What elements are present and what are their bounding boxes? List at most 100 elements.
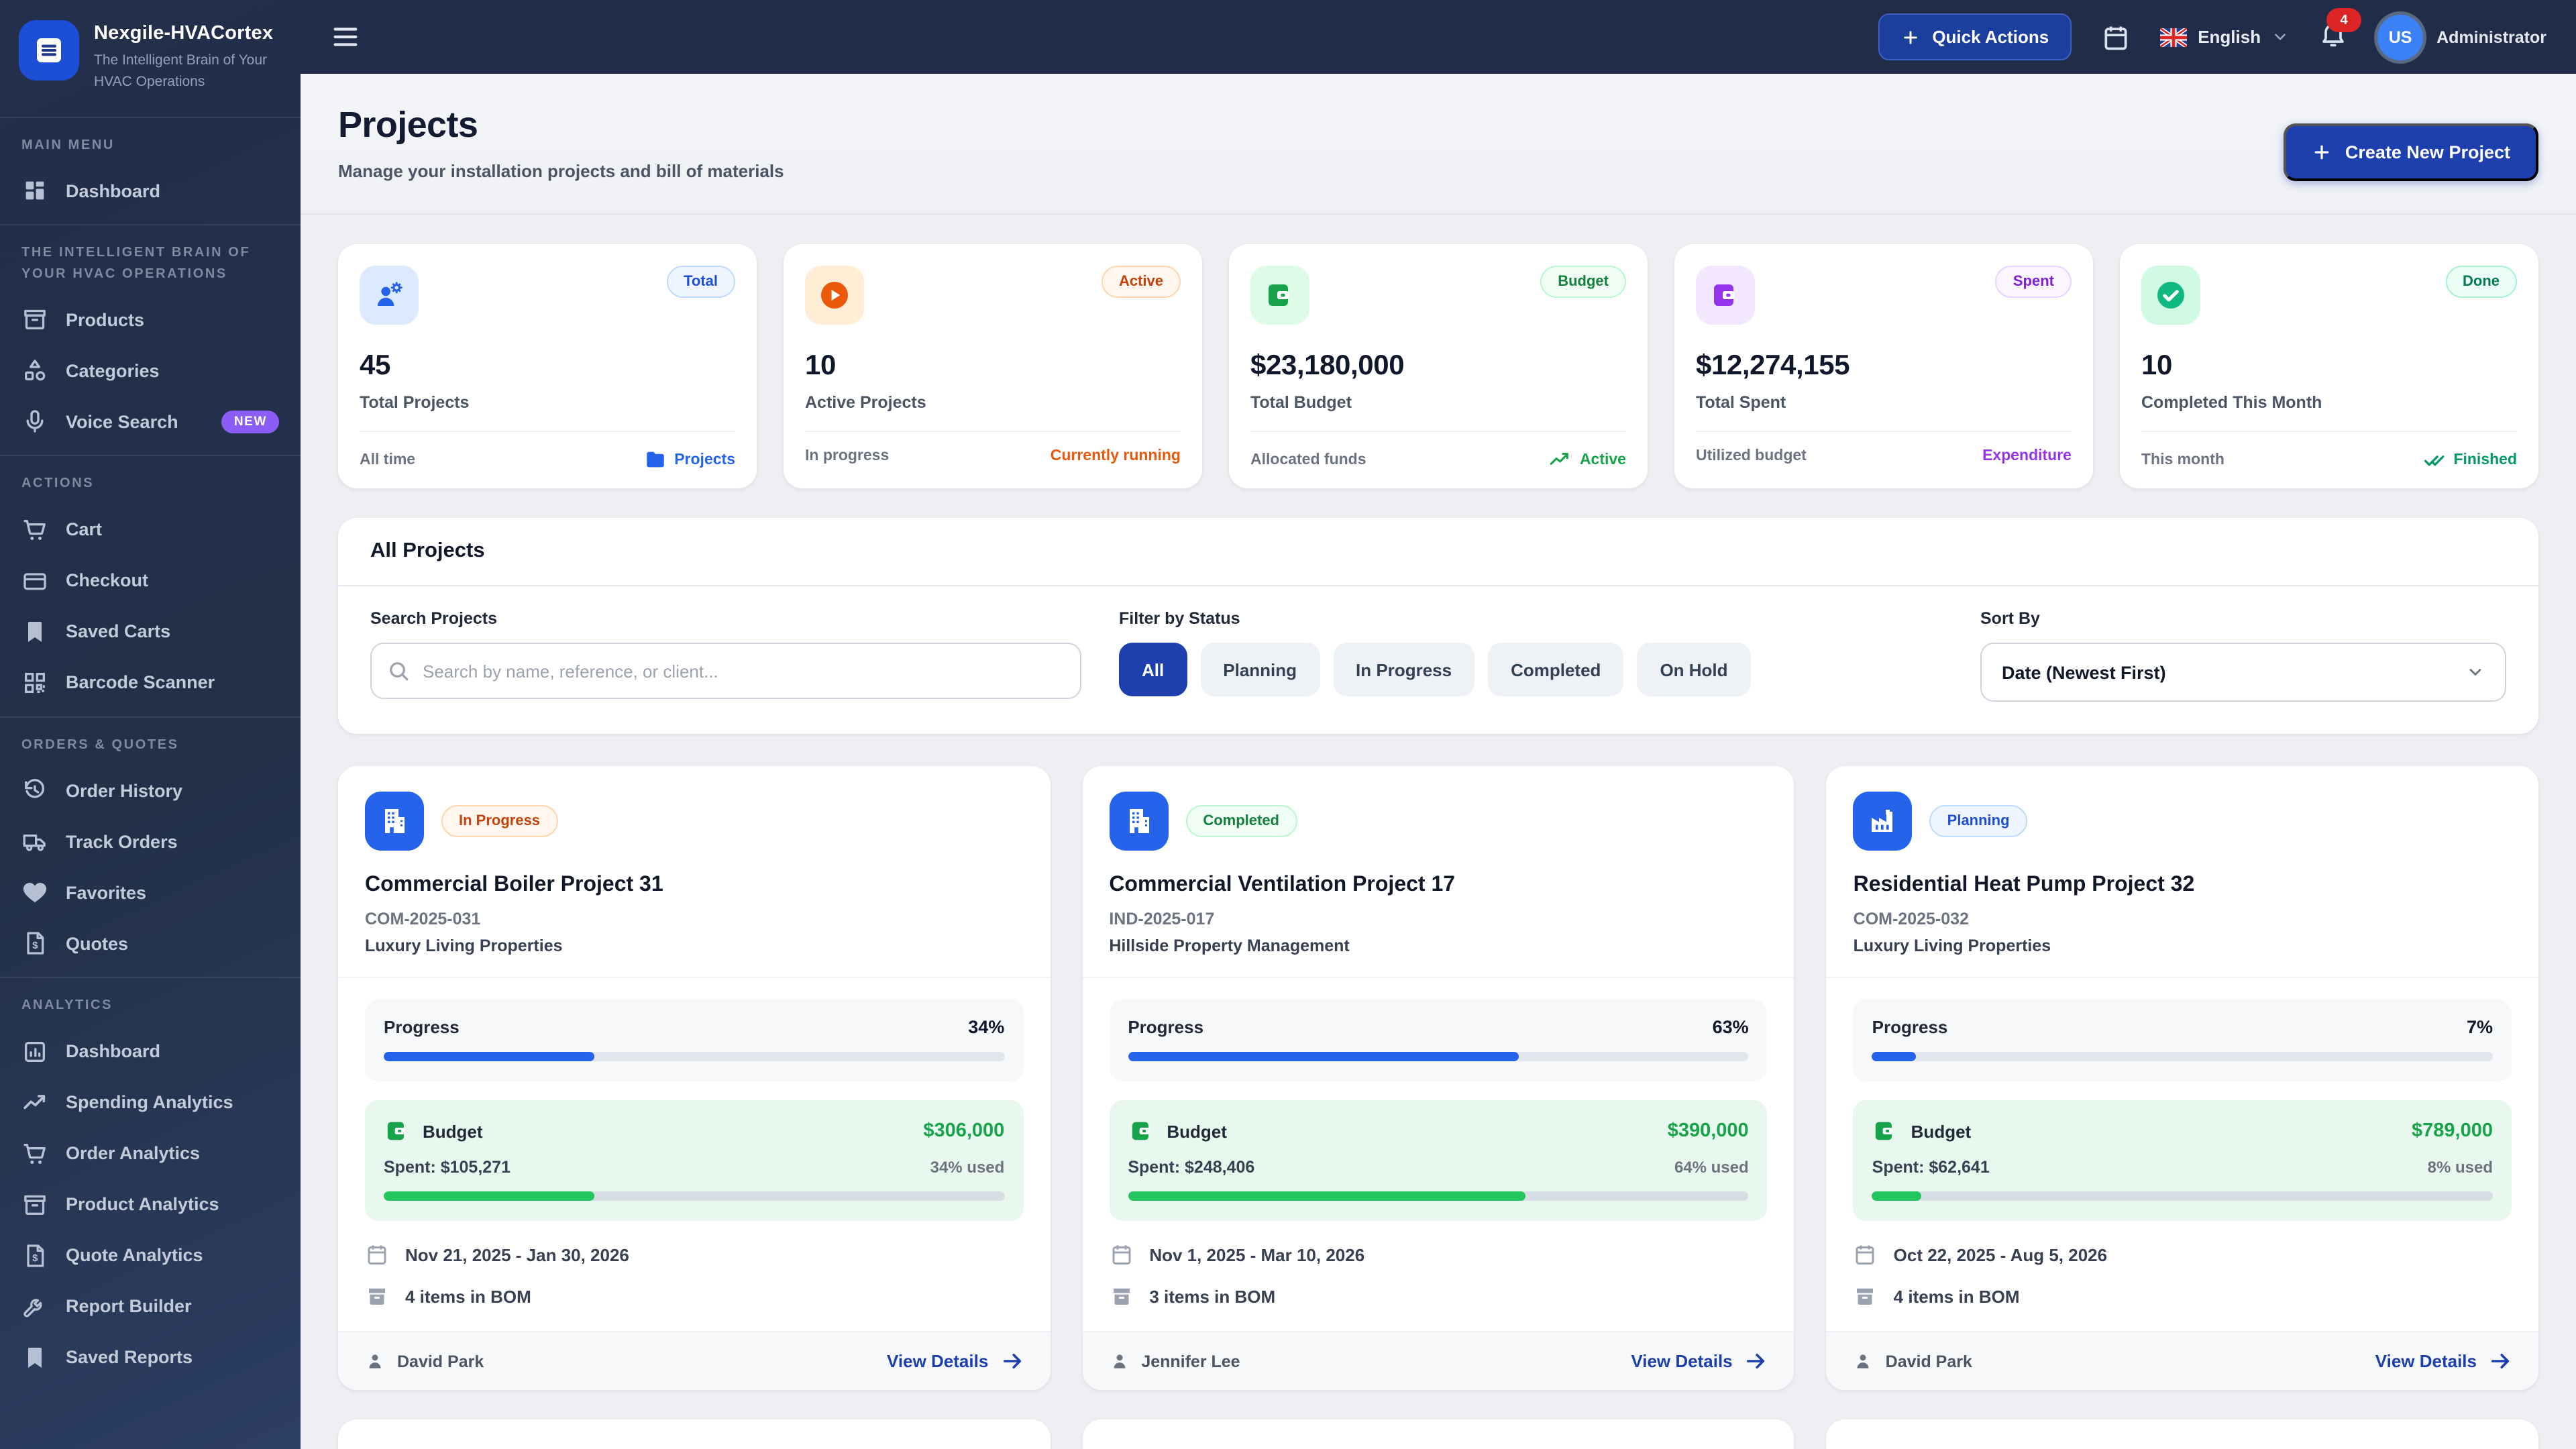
budget-section: Budget $789,000 Spent: $62,641 8% used <box>1853 1100 2512 1221</box>
budget-bar <box>1128 1191 1749 1201</box>
stat-label: Total Budget <box>1250 393 1352 412</box>
projects-grid: In Progress Commercial Boiler Project 31 C… <box>301 734 2576 1390</box>
file-dollar-icon: $ <box>21 1242 48 1269</box>
sidebar-item-label: Saved Carts <box>66 621 171 641</box>
arrow-right-icon <box>1000 1350 1023 1373</box>
sidebar-item-label: Favorites <box>66 882 147 902</box>
stat-value: 45 <box>360 350 390 381</box>
view-details-link[interactable]: View Details <box>1631 1350 1767 1373</box>
sidebar-item-categories[interactable]: Categories <box>0 345 301 396</box>
sidebar-item-saved-reports[interactable]: Saved Reports <box>0 1332 301 1383</box>
sidebar-item-saved-carts[interactable]: Saved Carts <box>0 606 301 657</box>
sort-select[interactable]: Date (Newest First) <box>1980 643 2506 702</box>
search-icon <box>386 659 411 683</box>
grid-icon <box>21 177 48 204</box>
stat-badge: Total <box>666 266 735 298</box>
progress-bar <box>1872 1052 2493 1061</box>
bookmark-icon <box>21 1344 48 1371</box>
quick-actions-button[interactable]: Quick Actions <box>1878 13 2072 60</box>
building-icon <box>378 805 411 837</box>
logo-icon <box>31 32 67 68</box>
stat-foot-note: All time <box>360 451 416 468</box>
status-filter-in-progress[interactable]: In Progress <box>1333 643 1475 696</box>
progress-section: Progress 7% <box>1853 1000 2512 1081</box>
progress-label: Progress <box>1128 1017 1204 1037</box>
sidebar-item-dashboard[interactable]: Dashboard <box>0 1026 301 1077</box>
status-filter-completed[interactable]: Completed <box>1488 643 1624 696</box>
bom-box-icon <box>1854 1284 1878 1308</box>
menu-toggle-icon[interactable] <box>330 21 361 52</box>
project-dates: Nov 21, 2025 - Jan 30, 2026 <box>405 1244 629 1265</box>
sidebar-item-order-analytics[interactable]: Order Analytics <box>0 1128 301 1179</box>
wallet-icon <box>1709 279 1741 311</box>
project-card <box>1826 1419 2538 1449</box>
sidebar-item-cart[interactable]: Cart <box>0 504 301 555</box>
progress-label: Progress <box>384 1017 460 1037</box>
sidebar-item-label: Quotes <box>66 933 129 953</box>
stat-label: Completed This Month <box>2141 393 2322 412</box>
view-details-link[interactable]: View Details <box>2375 1350 2512 1373</box>
status-filter-planning[interactable]: Planning <box>1200 643 1320 696</box>
status-filter-on-hold[interactable]: On Hold <box>1637 643 1751 696</box>
notifications-button[interactable]: 4 <box>2318 8 2362 55</box>
calendar-button-icon[interactable] <box>2101 22 2131 52</box>
sort-value: Date (Newest First) <box>2002 662 2166 682</box>
status-filter-row: All Planning In Progress Completed On Hold <box>1119 643 1943 696</box>
notification-badge: 4 <box>2326 8 2362 32</box>
create-new-project-button[interactable]: Create New Project <box>2283 123 2538 181</box>
sidebar-item-label: Saved Reports <box>66 1347 193 1367</box>
sidebar-item-favorites[interactable]: Favorites <box>0 867 301 918</box>
app-logo-icon <box>19 20 79 80</box>
language-selector[interactable]: English <box>2160 27 2289 47</box>
sidebar-item-order-history[interactable]: Order History <box>0 765 301 816</box>
sidebar-item-checkout[interactable]: Checkout <box>0 555 301 606</box>
sidebar-item-quotes[interactable]: $ Quotes <box>0 918 301 969</box>
cart-icon <box>21 516 48 543</box>
project-client: Luxury Living Properties <box>365 936 563 955</box>
stat-foot-note: In progress <box>805 448 890 464</box>
budget-section: Budget $306,000 Spent: $105,271 34% used <box>365 1100 1024 1221</box>
top-bar: Quick Actions English 4 US Administrator <box>301 0 2576 74</box>
stat-value: 10 <box>2141 350 2172 381</box>
sidebar-item-dashboard[interactable]: Dashboard <box>0 165 301 216</box>
project-client: Luxury Living Properties <box>1853 936 2051 955</box>
budget-spent: Spent: $62,641 <box>1872 1158 1990 1177</box>
project-card-commercial-ventilation-project-17: Completed Commercial Ventilation Project … <box>1082 766 1794 1390</box>
project-dates: Nov 1, 2025 - Mar 10, 2026 <box>1149 1244 1365 1265</box>
sidebar-item-label: Track Orders <box>66 831 178 851</box>
chart-square-icon <box>21 1038 48 1065</box>
stat-card-completed-this-month: Done 10 Completed This Month This month Fini… <box>2120 244 2538 488</box>
stat-foot-expenditure: Expenditure <box>1982 448 2072 464</box>
all-projects-panel: All Projects Search Projects Filter by S… <box>338 518 2538 734</box>
trend-up-icon <box>21 1089 48 1116</box>
project-bom-count: 4 items in BOM <box>405 1286 531 1306</box>
sidebar-item-label: Product Analytics <box>66 1194 219 1214</box>
progress-label: Progress <box>1872 1017 1948 1037</box>
budget-bar <box>1872 1191 2493 1201</box>
sidebar-item-product-analytics[interactable]: Product Analytics <box>0 1179 301 1230</box>
sidebar-item-label: Categories <box>66 360 160 380</box>
sort-group: Sort By Date (Newest First) <box>1980 609 2506 702</box>
sidebar-item-spending-analytics[interactable]: Spending Analytics <box>0 1077 301 1128</box>
project-card-residential-heat-pump-project-32: Planning Residential Heat Pump Project 32… <box>1826 766 2538 1390</box>
next-row-partial <box>301 1390 2576 1449</box>
sidebar-section: ORDERS & QUOTES Order History Track Orders… <box>0 716 301 977</box>
project-card <box>1082 1419 1794 1449</box>
stat-label: Total Spent <box>1696 393 1786 412</box>
main-area: Quick Actions English 4 US Administrator <box>301 0 2576 1449</box>
sidebar-item-label: Voice Search <box>66 411 178 431</box>
stat-foot-label: Active <box>1579 451 1626 468</box>
shapes-icon <box>21 357 48 384</box>
sidebar-item-barcode-scanner[interactable]: Barcode Scanner <box>0 657 301 708</box>
search-input[interactable] <box>370 643 1081 699</box>
sidebar-item-products[interactable]: Products <box>0 294 301 345</box>
sidebar-item-voice-search[interactable]: Voice Search NEW <box>0 396 301 447</box>
sidebar-item-report-builder[interactable]: Report Builder <box>0 1281 301 1332</box>
brand[interactable]: Nexgile-HVACortex The Intelligent Brain … <box>0 0 301 116</box>
sidebar-item-track-orders[interactable]: Track Orders <box>0 816 301 867</box>
status-filter-all[interactable]: All <box>1119 643 1187 696</box>
sidebar-item-quote-analytics[interactable]: $ Quote Analytics <box>0 1230 301 1281</box>
user-menu[interactable]: US Administrator <box>2377 14 2546 60</box>
stat-foot-projects[interactable]: Projects <box>643 448 735 471</box>
view-details-link[interactable]: View Details <box>887 1350 1023 1373</box>
